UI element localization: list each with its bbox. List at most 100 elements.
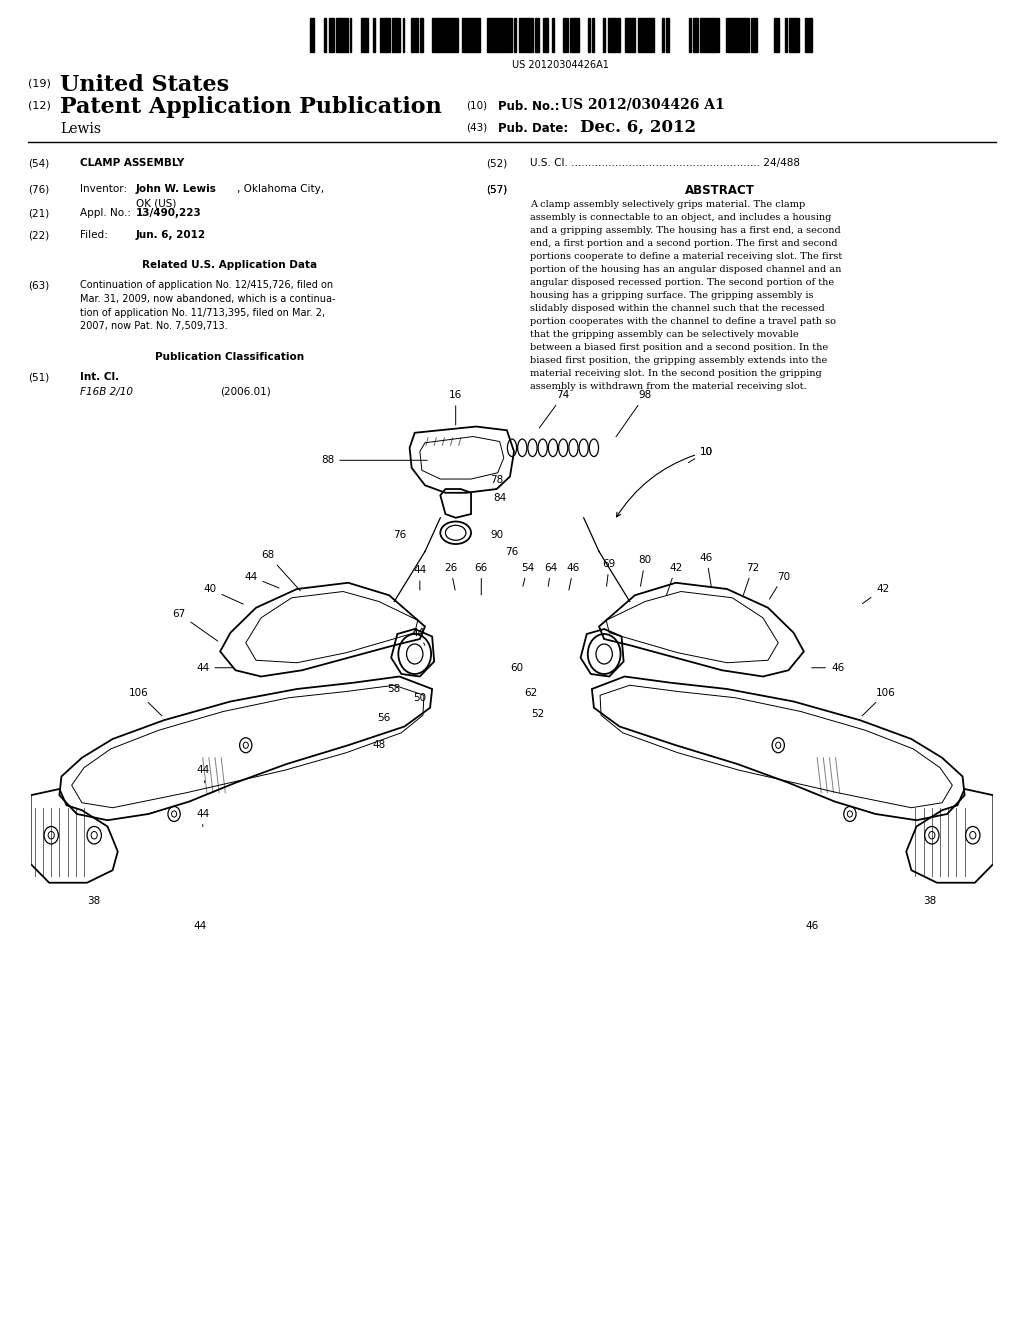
Bar <box>625 18 627 51</box>
Text: 76: 76 <box>393 531 406 540</box>
Text: 10: 10 <box>616 446 713 517</box>
Text: (43): (43) <box>466 121 487 132</box>
Bar <box>627 18 630 51</box>
Bar <box>738 18 743 51</box>
Bar <box>502 18 507 51</box>
Bar <box>340 18 342 51</box>
Bar <box>743 18 746 51</box>
Bar <box>668 18 669 51</box>
Bar <box>773 18 778 51</box>
Bar <box>522 18 527 51</box>
Bar <box>468 18 471 51</box>
Bar <box>473 18 474 51</box>
Text: 44: 44 <box>414 565 426 590</box>
Text: Patent Application Publication: Patent Application Publication <box>60 96 441 117</box>
Text: Continuation of application No. 12/415,726, filed on: Continuation of application No. 12/415,7… <box>80 281 333 290</box>
Text: Pub. No.:: Pub. No.: <box>498 100 559 114</box>
Bar <box>411 18 416 51</box>
Bar <box>342 18 345 51</box>
Bar <box>441 18 446 51</box>
Text: 46: 46 <box>806 921 818 932</box>
Bar <box>570 18 575 51</box>
Bar <box>652 18 654 51</box>
Text: A clamp assembly selectively grips material. The clamp: A clamp assembly selectively grips mater… <box>530 201 805 209</box>
Bar <box>588 18 590 51</box>
Text: , Oklahoma City,: , Oklahoma City, <box>237 183 325 194</box>
Bar <box>688 18 690 51</box>
Text: housing has a gripping surface. The gripping assembly is: housing has a gripping surface. The grip… <box>530 290 813 300</box>
Bar <box>385 18 390 51</box>
Text: (19): (19) <box>28 78 51 88</box>
Bar <box>488 18 490 51</box>
Text: 44: 44 <box>197 809 209 826</box>
Text: portion cooperates with the channel to define a travel path so: portion cooperates with the channel to d… <box>530 317 836 326</box>
Text: (22): (22) <box>28 231 49 240</box>
Bar <box>807 18 810 51</box>
Text: 10: 10 <box>688 446 713 462</box>
Text: United States: United States <box>60 74 229 96</box>
Text: (57): (57) <box>486 183 507 194</box>
Bar <box>416 18 418 51</box>
Text: 48: 48 <box>373 741 385 750</box>
Bar <box>365 18 368 51</box>
Text: 106: 106 <box>128 688 162 715</box>
Text: 2007, now Pat. No. 7,509,713.: 2007, now Pat. No. 7,509,713. <box>80 321 227 331</box>
Bar <box>537 18 539 51</box>
Bar <box>644 18 649 51</box>
Bar <box>393 18 395 51</box>
Bar <box>737 18 738 51</box>
Text: 98: 98 <box>616 391 651 437</box>
Bar <box>805 18 807 51</box>
Text: 106: 106 <box>862 688 896 715</box>
Bar <box>338 18 340 51</box>
Text: (21): (21) <box>28 209 49 219</box>
Bar <box>543 18 546 51</box>
Text: Publication Classification: Publication Classification <box>156 352 304 363</box>
Bar <box>455 18 458 51</box>
Bar <box>705 18 707 51</box>
Text: between a biased first position and a second position. In the: between a biased first position and a se… <box>530 343 828 352</box>
Text: John W. Lewis: John W. Lewis <box>136 183 217 194</box>
Text: and a gripping assembly. The housing has a first end, a second: and a gripping assembly. The housing has… <box>530 226 841 235</box>
Text: 38: 38 <box>88 896 100 907</box>
Text: (57): (57) <box>486 183 507 194</box>
Bar <box>380 18 385 51</box>
Bar <box>499 18 502 51</box>
Bar <box>703 18 705 51</box>
Text: 80: 80 <box>639 556 651 586</box>
Text: 54: 54 <box>521 562 534 586</box>
Bar <box>729 18 732 51</box>
Text: (52): (52) <box>486 158 507 168</box>
Text: slidably disposed within the channel such that the recessed: slidably disposed within the channel suc… <box>530 304 824 313</box>
Bar <box>707 18 709 51</box>
Text: 50: 50 <box>414 693 426 702</box>
Text: 70: 70 <box>769 572 790 599</box>
Bar <box>471 18 473 51</box>
Text: 52: 52 <box>531 709 544 719</box>
Text: US 2012/0304426 A1: US 2012/0304426 A1 <box>561 96 725 111</box>
Text: 42: 42 <box>862 583 889 603</box>
Bar <box>709 18 712 51</box>
Text: 68: 68 <box>262 550 300 591</box>
Text: (51): (51) <box>28 372 49 383</box>
Bar <box>603 18 605 51</box>
Text: biased first position, the gripping assembly extends into the: biased first position, the gripping asse… <box>530 356 827 366</box>
Text: 44: 44 <box>197 766 209 783</box>
Text: that the gripping assembly can be selectively movable: that the gripping assembly can be select… <box>530 330 799 339</box>
Bar <box>592 18 594 51</box>
Bar <box>465 18 468 51</box>
Text: 40: 40 <box>204 583 244 605</box>
Text: 58: 58 <box>388 684 400 694</box>
Bar <box>349 18 351 51</box>
Text: (63): (63) <box>28 281 49 290</box>
Bar <box>487 18 488 51</box>
Bar <box>714 18 719 51</box>
Text: 60: 60 <box>511 663 523 673</box>
Text: U.S. Cl. ........................................................ 24/488: U.S. Cl. ...............................… <box>530 158 800 168</box>
Text: portion of the housing has an angular disposed channel and an: portion of the housing has an angular di… <box>530 265 842 275</box>
Bar <box>402 18 404 51</box>
Text: 84: 84 <box>494 492 506 503</box>
Bar <box>493 18 496 51</box>
Text: Related U.S. Application Data: Related U.S. Application Data <box>142 260 317 271</box>
Bar <box>577 18 579 51</box>
